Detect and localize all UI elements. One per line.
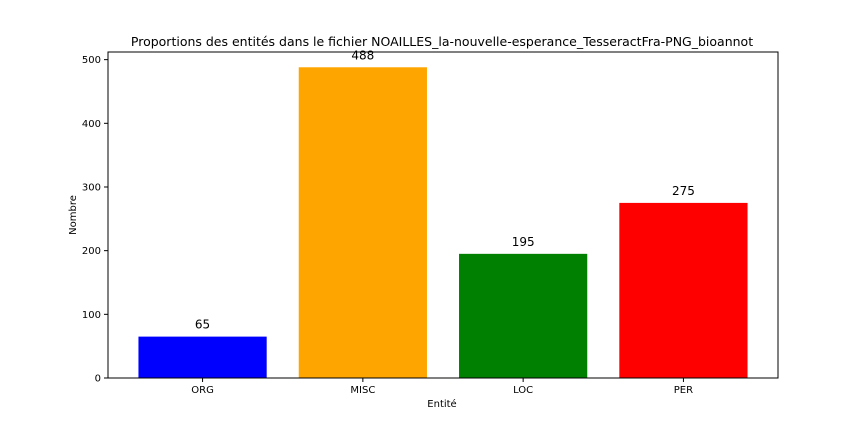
bar-per bbox=[619, 202, 748, 378]
bar-misc bbox=[298, 67, 427, 378]
y-axis-label: Nombre bbox=[68, 195, 79, 235]
x-tick-label-misc: MISC bbox=[350, 385, 375, 396]
data-label-misc: 488 bbox=[351, 48, 374, 62]
data-label-org: 65 bbox=[195, 318, 210, 332]
bar-loc bbox=[459, 253, 588, 378]
chart-title: Proportions des entités dans le fichier … bbox=[131, 34, 753, 49]
plot-area-frame bbox=[107, 51, 779, 379]
x-tick-label-org: ORG bbox=[191, 385, 214, 396]
y-tick-label-200: 200 bbox=[82, 246, 101, 257]
y-axis: 0 100 200 300 400 500 bbox=[82, 55, 108, 385]
x-tick-label-per: PER bbox=[674, 385, 693, 396]
bars-group bbox=[138, 67, 748, 378]
y-tick-label-100: 100 bbox=[82, 310, 101, 321]
x-tick-label-loc: LOC bbox=[513, 385, 533, 396]
x-axis: ORG MISC LOC PER bbox=[191, 378, 693, 396]
y-tick-label-300: 300 bbox=[82, 182, 101, 193]
y-tick-label-500: 500 bbox=[82, 55, 101, 66]
y-tick-label-400: 400 bbox=[82, 119, 101, 130]
x-axis-label: Entité bbox=[427, 398, 456, 410]
bar-org bbox=[138, 336, 267, 378]
y-tick-label-0: 0 bbox=[95, 374, 101, 385]
data-label-per: 275 bbox=[672, 184, 695, 198]
data-label-loc: 195 bbox=[512, 235, 535, 249]
